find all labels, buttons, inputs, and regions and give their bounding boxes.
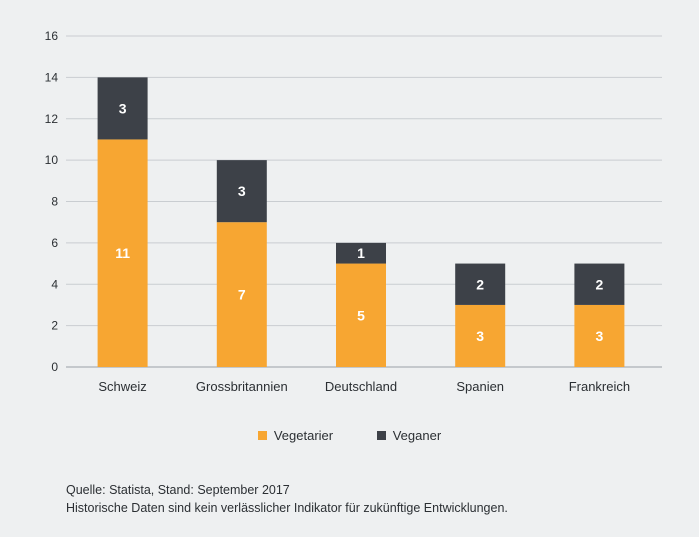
bar-deutschland-veganer xyxy=(336,242,386,264)
x-tick-label-spanien: Spanien xyxy=(456,379,504,394)
data-label-frankreich-vegetarier: 3 xyxy=(596,328,604,344)
legend-item-veganer: Veganer xyxy=(376,428,442,443)
y-tick-label-4: 4 xyxy=(51,277,58,291)
y-tick-label-12: 12 xyxy=(45,112,59,126)
y-tick-label-0: 0 xyxy=(51,360,58,374)
data-label-schweiz-vegetarier: 11 xyxy=(115,245,130,261)
data-label-spanien-veganer: 2 xyxy=(476,276,484,292)
y-tick-label-8: 8 xyxy=(51,195,58,209)
y-tick-label-6: 6 xyxy=(51,236,58,250)
x-tick-label-deutschland: Deutschland xyxy=(325,379,397,394)
legend-item-vegetarier: Vegetarier xyxy=(257,428,334,443)
bar-schweiz-vegetarier xyxy=(97,139,148,367)
y-tick-label-14: 14 xyxy=(45,70,59,84)
legend-label-vegetarier: Vegetarier xyxy=(273,428,334,443)
x-tick-label-frankreich: Frankreich xyxy=(569,379,630,394)
legend-label-veganer: Veganer xyxy=(392,428,442,443)
source-note: Quelle: Statista, Stand: September 2017 … xyxy=(66,481,508,517)
data-label-grossbritannien-veganer: 3 xyxy=(238,183,246,199)
data-label-deutschland-veganer: 1 xyxy=(357,245,365,261)
stacked-bar-chart: 0246810121416113Schweiz73Grossbritannien… xyxy=(45,29,662,394)
x-tick-label-grossbritannien: Grossbritannien xyxy=(196,379,288,394)
bar-schweiz-veganer xyxy=(97,77,148,140)
bar-grossbritannien-vegetarier xyxy=(216,222,267,367)
x-tick-label-schweiz: Schweiz xyxy=(98,379,146,394)
data-label-spanien-vegetarier: 3 xyxy=(476,328,484,344)
y-tick-label-10: 10 xyxy=(45,153,59,167)
source-text: Quelle: Statista, Stand: September 2017 xyxy=(66,483,290,497)
bar-grossbritannien-veganer xyxy=(216,160,267,223)
data-label-schweiz-veganer: 3 xyxy=(119,100,127,116)
legend: Vegetarier Veganer xyxy=(0,428,699,443)
bar-deutschland-vegetarier xyxy=(336,263,386,367)
bar-frankreich-vegetarier xyxy=(574,304,625,367)
data-label-grossbritannien-vegetarier: 7 xyxy=(238,287,246,303)
bar-spanien-vegetarier xyxy=(455,304,506,367)
y-tick-label-16: 16 xyxy=(45,29,59,43)
bar-frankreich-veganer xyxy=(574,263,625,305)
data-label-deutschland-vegetarier: 5 xyxy=(357,307,365,323)
y-tick-label-2: 2 xyxy=(51,319,58,333)
legend-swatch-vegetarier xyxy=(257,431,267,440)
legend-swatch-veganer xyxy=(376,431,386,440)
bar-spanien-veganer xyxy=(455,263,506,305)
disclaimer-text: Historische Daten sind kein verlässliche… xyxy=(66,501,508,515)
data-label-frankreich-veganer: 2 xyxy=(596,276,604,292)
